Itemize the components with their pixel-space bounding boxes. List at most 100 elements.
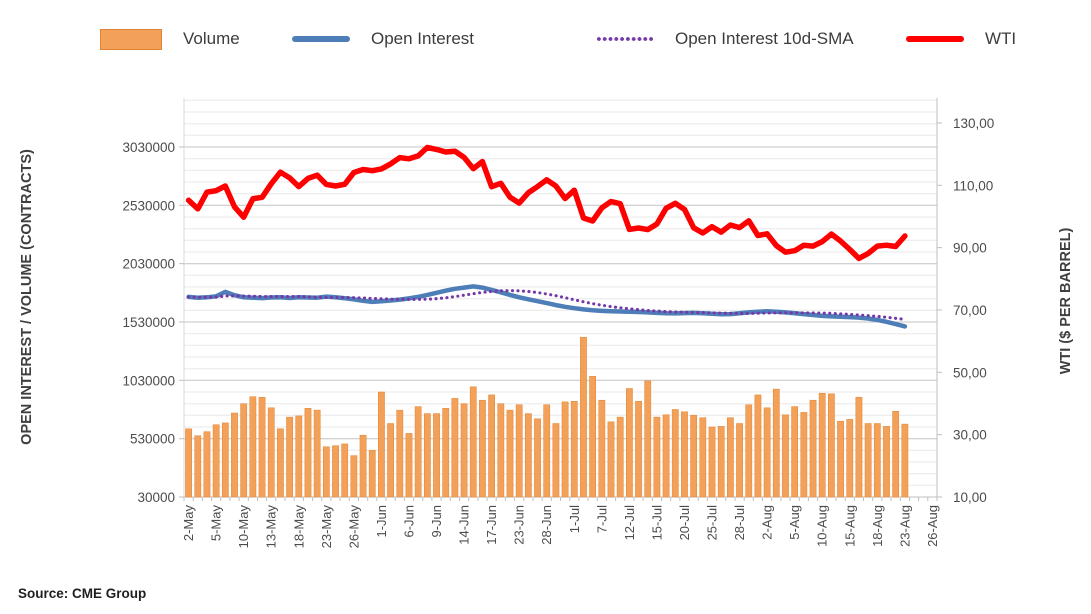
legend-label-open-interest: Open Interest bbox=[371, 29, 475, 48]
volume-bar bbox=[818, 392, 826, 498]
volume-bar bbox=[506, 409, 514, 498]
left-axis-tick-label: 3030000 bbox=[122, 140, 175, 155]
volume-bar bbox=[469, 386, 477, 498]
volume-bar bbox=[901, 423, 909, 498]
volume-bar bbox=[699, 417, 707, 498]
sma-dotted-line-swatch-icon bbox=[596, 35, 654, 43]
volume-bar bbox=[341, 443, 349, 498]
volume-bar bbox=[258, 397, 266, 498]
volume-bar bbox=[828, 393, 835, 498]
x-axis-tick-label: 15-Aug bbox=[842, 505, 857, 547]
volume-bar bbox=[295, 415, 303, 498]
x-axis-tick-label: 25-Jul bbox=[705, 505, 720, 541]
x-axis-tick-label: 18-May bbox=[291, 505, 306, 549]
volume-bar bbox=[368, 450, 376, 498]
volume-bar bbox=[589, 376, 597, 498]
x-axis-tick-label: 23-May bbox=[319, 505, 334, 549]
volume-bar bbox=[442, 408, 450, 498]
right-axis-tick-label: 70,00 bbox=[953, 303, 987, 318]
volume-bar bbox=[277, 428, 284, 498]
volume-bar bbox=[635, 401, 642, 498]
volume-bar bbox=[791, 406, 799, 498]
right-axis-tick-label: 110,00 bbox=[953, 178, 993, 193]
volume-bar bbox=[892, 411, 900, 498]
volume-bar bbox=[359, 434, 367, 498]
volume-bar bbox=[653, 416, 661, 498]
volume-bar bbox=[231, 412, 238, 498]
legend-item-wti: WTI bbox=[906, 24, 1016, 54]
volume-bar bbox=[690, 415, 698, 498]
volume-bar bbox=[736, 423, 743, 498]
volume-bar bbox=[616, 416, 624, 498]
chart-legend: Volume Open Interest Open Interest 10d-S… bbox=[0, 24, 1091, 54]
volume-bar bbox=[662, 414, 670, 498]
x-axis-tick-label: 18-Aug bbox=[870, 505, 885, 547]
volume-bar bbox=[524, 413, 532, 498]
volume-bar bbox=[433, 413, 440, 498]
right-axis-tick-label: 90,00 bbox=[953, 241, 987, 256]
x-axis-tick-label: 9-Jun bbox=[429, 505, 444, 538]
x-axis-tick-label: 23-Jun bbox=[512, 505, 527, 545]
open-interest-line-swatch-icon bbox=[292, 36, 350, 42]
volume-bar bbox=[249, 396, 257, 498]
volume-bar bbox=[304, 408, 312, 498]
volume-bar bbox=[497, 403, 505, 498]
volume-bar bbox=[451, 398, 459, 498]
x-axis-tick-label: 12-Jul bbox=[622, 505, 637, 541]
volume-bar bbox=[194, 435, 202, 498]
volume-bar bbox=[286, 416, 293, 498]
volume-bar bbox=[846, 419, 854, 498]
x-axis-tick-label: 6-Jun bbox=[402, 505, 417, 538]
volume-bar bbox=[708, 426, 716, 498]
x-axis-tick-label: 13-May bbox=[264, 505, 279, 549]
x-axis-tick-label: 7-Jul bbox=[594, 505, 609, 533]
left-axis-tick-label: 30000 bbox=[137, 490, 175, 505]
volume-bar bbox=[598, 399, 606, 498]
x-axis-tick-label: 5-May bbox=[209, 505, 224, 542]
volume-bar bbox=[267, 407, 275, 498]
volume-bar bbox=[607, 421, 615, 498]
volume-bar bbox=[772, 388, 780, 498]
volume-bar bbox=[671, 409, 679, 498]
volume-bar bbox=[855, 397, 863, 498]
left-axis-tick-label: 1530000 bbox=[122, 315, 175, 330]
volume-bar bbox=[515, 404, 523, 498]
x-axis-tick-label: 2-Aug bbox=[760, 505, 775, 540]
left-axis-tick-label: 2030000 bbox=[122, 257, 175, 272]
volume-bar bbox=[681, 411, 688, 498]
x-axis-tick-label: 26-May bbox=[346, 505, 361, 549]
x-axis-tick-label: 2-May bbox=[181, 505, 196, 542]
volume-bar bbox=[782, 414, 789, 498]
volume-bar bbox=[488, 394, 496, 498]
x-axis-tick-label: 1-Jul bbox=[567, 505, 582, 533]
volume-bar bbox=[332, 445, 339, 498]
volume-bar bbox=[580, 336, 587, 498]
volume-bar bbox=[460, 403, 468, 498]
right-axis-tick-label: 50,00 bbox=[953, 365, 987, 380]
volume-bar bbox=[313, 409, 321, 498]
volume-bar bbox=[322, 446, 330, 498]
volume-bar bbox=[212, 424, 220, 498]
volume-bar bbox=[479, 399, 486, 498]
volume-bar bbox=[543, 404, 551, 498]
volume-bar bbox=[378, 391, 385, 498]
volume-bar bbox=[644, 380, 652, 498]
legend-item-volume: Volume bbox=[100, 24, 240, 54]
volume-bar bbox=[873, 423, 881, 498]
x-axis-tick-label: 1-Jun bbox=[374, 505, 389, 538]
volume-bar bbox=[745, 404, 753, 498]
volume-bar bbox=[763, 407, 771, 498]
volume-bar bbox=[864, 423, 872, 498]
legend-label-wti: WTI bbox=[985, 29, 1017, 48]
x-axis-tick-label: 14-Jun bbox=[457, 505, 472, 545]
wti-line bbox=[185, 144, 908, 262]
left-axis-tick-label: 2530000 bbox=[122, 198, 175, 213]
volume-bar bbox=[837, 420, 844, 498]
volume-bar bbox=[570, 401, 578, 498]
volume-bar bbox=[387, 423, 394, 498]
volume-bar bbox=[414, 406, 422, 498]
volume-bar bbox=[221, 422, 229, 498]
volume-bar bbox=[626, 388, 633, 498]
open-interest-sma-line bbox=[187, 289, 907, 321]
volume-bar bbox=[727, 417, 734, 498]
